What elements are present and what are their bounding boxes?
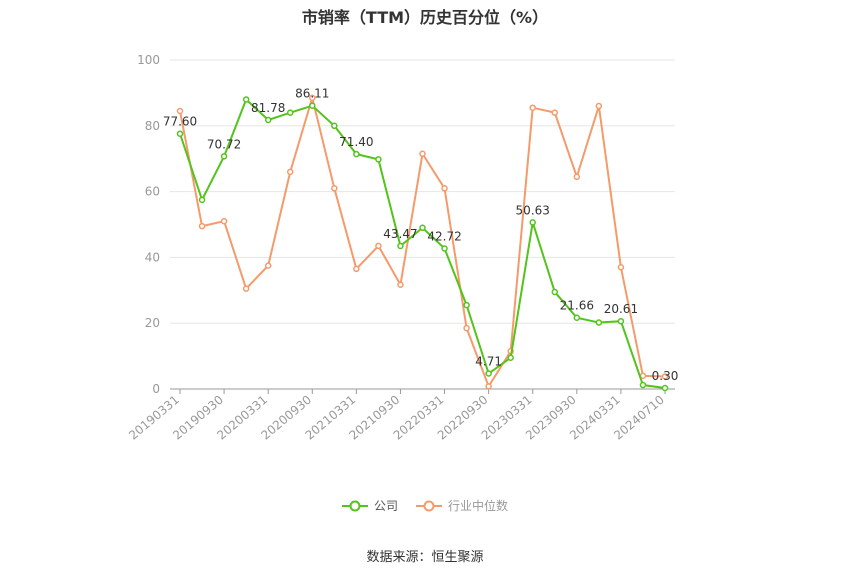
data-point: [309, 94, 316, 102]
data-point: [286, 109, 294, 116]
gridlines: [170, 59, 675, 390]
legend-item-industry[interactable]: 行业中位数: [416, 497, 508, 514]
data-point: [242, 285, 250, 292]
data-point: [551, 288, 559, 296]
data-label: 77.60: [163, 115, 197, 129]
data-point: [573, 173, 581, 181]
x-axis: 2019033120190930202003312020093020210331…: [126, 389, 667, 443]
y-tick-label: 100: [137, 53, 160, 67]
data-point: [463, 301, 470, 309]
data-point: [264, 116, 272, 124]
data-point: [441, 185, 448, 192]
data-point: [529, 219, 536, 226]
y-tick-label: 80: [145, 119, 160, 133]
data-point: [529, 104, 536, 111]
data-point: [176, 130, 184, 137]
series-line-industry: [179, 94, 666, 389]
data-label: 86.11: [295, 87, 329, 101]
data-point: [661, 384, 669, 392]
data-point: [220, 217, 228, 225]
data-point: [441, 245, 448, 252]
data-label: 21.66: [560, 299, 594, 313]
data-label: 81.78: [251, 101, 285, 115]
y-tick-label: 60: [145, 185, 160, 199]
data-source-note: 数据来源：恒生聚源: [366, 550, 484, 565]
data-label: 71.40: [339, 135, 373, 149]
legend-company-label: 公司: [373, 499, 398, 513]
y-axis-ticks: 0 20 40 60 80 100: [137, 53, 160, 396]
y-tick-label: 40: [145, 250, 160, 264]
legend-item-company[interactable]: 公司: [341, 497, 398, 514]
data-point: [309, 102, 316, 109]
data-point: [220, 153, 228, 160]
data-point: [331, 122, 338, 130]
data-point: [176, 107, 184, 115]
legend-industry-icon: [416, 500, 442, 511]
data-point: [331, 185, 338, 192]
data-point: [573, 314, 581, 321]
series-layer: [176, 94, 669, 392]
legend-company-icon: [341, 500, 368, 511]
data-point: [397, 242, 404, 250]
data-point: [286, 168, 294, 176]
data-point: [617, 264, 625, 271]
data-point: [397, 281, 404, 288]
data-label: 70.72: [207, 137, 241, 151]
data-point: [419, 150, 426, 158]
data-label: 0.30: [652, 369, 679, 383]
data-point: [353, 150, 360, 158]
series-line-company: [179, 97, 666, 390]
data-point: [198, 196, 206, 204]
data-point: [198, 222, 206, 230]
data-point: [485, 383, 492, 390]
data-point: [595, 102, 603, 110]
data-point: [639, 381, 647, 389]
data-point: [353, 265, 360, 273]
data-point: [264, 262, 272, 269]
y-tick-label: 20: [145, 316, 160, 330]
legend: 公司 行业中位数: [0, 497, 850, 514]
data-label: 20.61: [604, 302, 638, 316]
data-point: [485, 370, 492, 377]
data-point: [595, 319, 603, 326]
data-point: [617, 317, 625, 325]
chart-title: 市销率（TTM）历史百分位（%）: [301, 8, 549, 27]
data-label: 50.63: [516, 203, 550, 217]
data-point: [419, 224, 426, 232]
data-point: [242, 96, 250, 103]
data-point: [463, 324, 470, 332]
data-label: 4.71: [475, 355, 502, 369]
data-label: 42.72: [427, 229, 461, 243]
legend-industry-label: 行业中位数: [448, 499, 509, 513]
data-point: [551, 109, 559, 116]
data-label: 43.47: [383, 227, 417, 241]
data-point: [375, 156, 382, 163]
data-point: [375, 242, 382, 250]
data-labels: 77.60 70.72 81.78 86.11 71.40 43.47 42.72 4.71 5…: [163, 87, 679, 383]
y-tick-label: 0: [152, 382, 160, 396]
data-point: [661, 373, 669, 380]
data-point: [507, 354, 514, 361]
